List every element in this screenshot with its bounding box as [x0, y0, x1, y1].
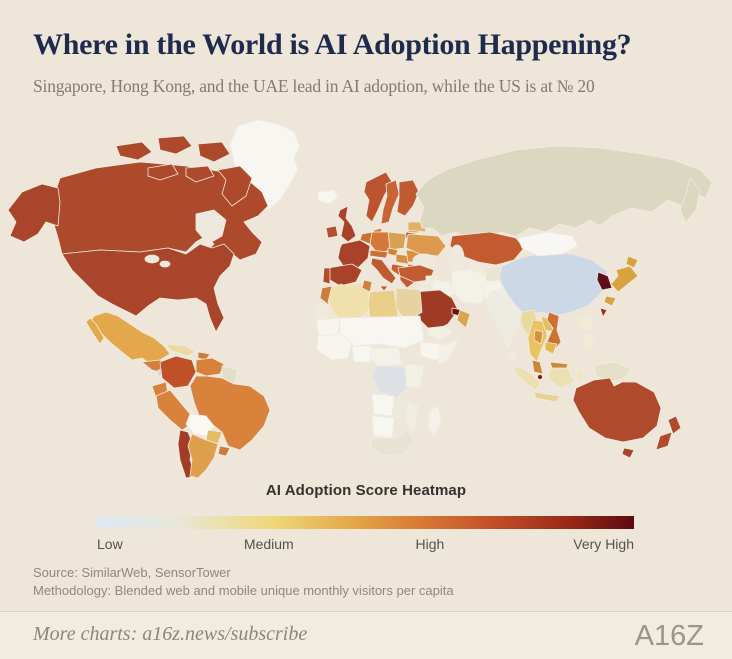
map-region-malay-peninsula [531, 359, 544, 375]
map-region-usa [61, 243, 235, 333]
map-region-madagascar [427, 405, 442, 437]
logo-six: 6 ✦ [670, 620, 686, 653]
map-region-baffin-island [217, 165, 253, 207]
map-region-philippines [579, 315, 593, 333]
map-region-japan-honshu [610, 265, 639, 293]
map-region-argentina [187, 433, 219, 479]
map-water-great-lakes [159, 260, 171, 268]
map-region-poland [387, 231, 407, 251]
map-region-borneo-indonesia [547, 367, 575, 389]
page-subtitle: Singapore, Hong Kong, and the UAE lead i… [33, 76, 595, 96]
map-region-cuba [165, 343, 197, 357]
map-water-hudson-bay [195, 209, 227, 245]
map-region-uk [337, 205, 357, 243]
map-region-kamchatka [679, 177, 701, 223]
map-region-mauritania [315, 317, 341, 337]
map-region-italy [370, 257, 397, 285]
map-region-new-zealand-north [667, 415, 682, 435]
map-region-venezuela [195, 357, 225, 377]
map-region-taiwan [599, 307, 608, 318]
map-region-namibia [371, 415, 395, 439]
methodology-line: Methodology: Blended web and mobile uniq… [33, 583, 454, 598]
map-region-norway [363, 171, 393, 223]
map-region-finland [396, 179, 420, 217]
map-region-benelux [359, 231, 373, 245]
map-region-iceland [317, 189, 339, 205]
map-region-java [533, 391, 561, 403]
source-block: Source: SimilarWeb, SensorTower Methodol… [33, 564, 454, 600]
map-region-new-guinea [593, 361, 631, 383]
page-title: Where in the World is AI Adoption Happen… [33, 28, 632, 61]
map-region-brazil [189, 375, 271, 451]
map-region-portugal [322, 267, 331, 285]
map-region-sri-lanka [507, 351, 517, 361]
map-region-russia [415, 145, 713, 241]
map-region-south-africa [370, 429, 415, 457]
map-region-east-africa [405, 363, 425, 389]
map-region-angola [371, 393, 395, 417]
map-region-new-zealand-south [655, 431, 673, 451]
map-region-west-africa [316, 333, 353, 361]
map-region-yemen [427, 325, 453, 341]
legend-label-medium: Medium [243, 536, 294, 552]
legend-gradient-bar [97, 516, 634, 529]
map-region-oman [456, 309, 471, 329]
logo-star-icon: ✦ [673, 632, 683, 645]
map-region-uruguay [217, 445, 231, 457]
map-region-australia [572, 377, 662, 443]
map-region-canada-island [197, 141, 231, 163]
legend-label-low: Low [97, 536, 123, 552]
map-region-philippines [583, 333, 597, 349]
source-line: Source: SimilarWeb, SensorTower [33, 565, 231, 580]
map-region-cambodia [544, 341, 558, 355]
legend-title: AI Adoption Score Heatmap [265, 482, 467, 499]
logo-z: Z [686, 620, 704, 652]
map-region-thailand-center [533, 329, 544, 345]
logo-six-digit: 6 [670, 620, 687, 652]
legend-label-very-high: Very High [573, 536, 634, 552]
map-region-baja [85, 317, 105, 345]
map-region-singapore [537, 374, 543, 380]
map-region-sweden [380, 179, 400, 225]
more-charts-link[interactable]: More charts: a16z.news/subscribe [33, 623, 308, 645]
map-region-canada-island [157, 135, 193, 155]
footer-bar: More charts: a16z.news/subscribe A16 ✦ Z [0, 611, 732, 659]
map-region-tasmania [621, 447, 635, 459]
map-region-canada-island [185, 165, 215, 183]
map-region-spain [327, 263, 363, 287]
map-region-sicily [379, 285, 389, 292]
world-choropleth-map [7, 119, 713, 479]
map-water-great-lakes [144, 254, 160, 264]
map-region-colombia [159, 355, 197, 389]
map-region-japan-hokkaido [625, 255, 639, 269]
map-region-ukraine [405, 233, 447, 257]
map-region-sulawesi [574, 367, 585, 385]
map-region-sumatra [512, 365, 542, 391]
map-region-central-africa [369, 347, 403, 367]
map-region-japan-kyushu [603, 295, 617, 307]
map-region-sahel [339, 315, 425, 349]
map-region-canada-island [115, 141, 153, 161]
legend-label-high: High [415, 536, 445, 552]
map-region-mongolia [517, 231, 579, 257]
map-region-ireland [325, 225, 339, 239]
map-region-south-korea [596, 271, 613, 291]
map-water-black-sea [412, 253, 436, 267]
a16z-logo: A16 ✦ Z [635, 620, 704, 653]
map-region-somalia [437, 339, 459, 365]
legend-labels: Low Medium High Very High [97, 536, 634, 554]
logo-a1: A1 [634, 620, 671, 652]
map-region-canada-island [147, 163, 179, 181]
map-region-alpine [369, 249, 389, 259]
map-region-drc [371, 365, 409, 399]
map-region-alaska [7, 183, 61, 243]
map-region-western-sahara [314, 303, 331, 321]
map-region-nigeria [351, 345, 373, 363]
map-region-mozambique [404, 401, 419, 433]
map-water-caspian-sea [449, 244, 465, 272]
